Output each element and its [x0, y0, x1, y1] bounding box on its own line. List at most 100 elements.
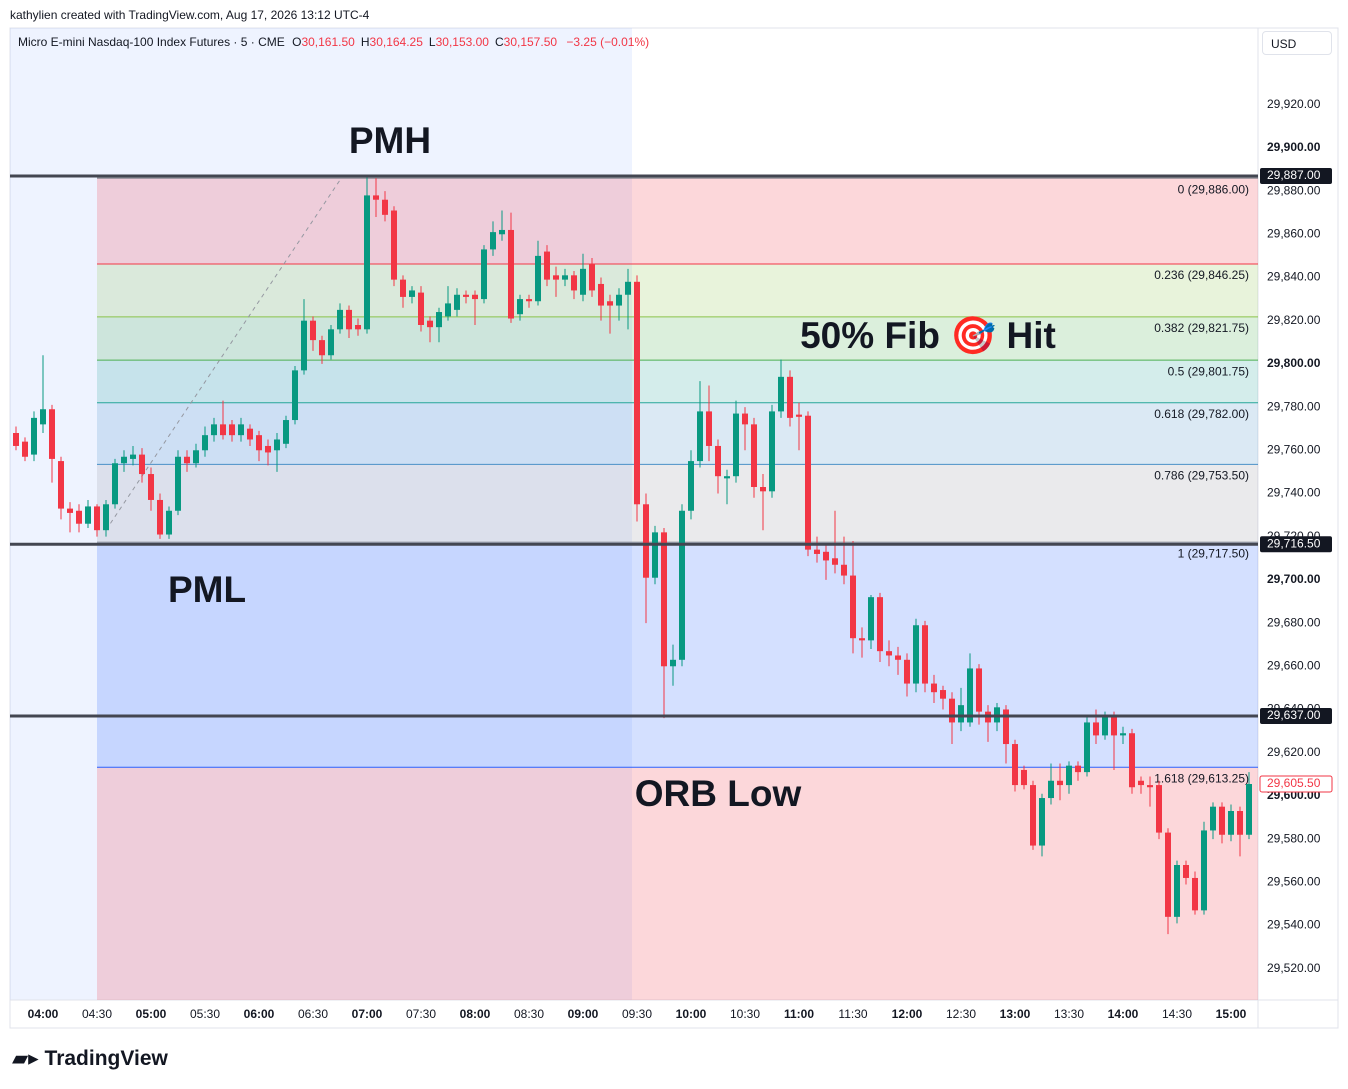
level-label-box [1260, 167, 1332, 184]
candle-body [184, 456, 190, 464]
candle-body [1075, 765, 1081, 773]
level-label: 29,887.00 [1267, 168, 1321, 182]
fib-label: 0.618 (29,782.00) [1154, 407, 1249, 421]
fib-band [97, 402, 1258, 465]
x-tick-label: 10:30 [730, 1007, 760, 1021]
candle-body [112, 463, 118, 505]
candle-body [85, 506, 91, 524]
candle-body [895, 655, 901, 660]
fib-trend-line [105, 179, 341, 531]
candle-body [1228, 811, 1234, 835]
candle-body [1147, 785, 1153, 788]
x-tick-label: 04:30 [82, 1007, 112, 1021]
candle-body [373, 195, 379, 200]
fib-label: 0.382 (29,821.75) [1154, 321, 1249, 335]
candle-body [832, 558, 838, 565]
candle-body [481, 249, 487, 300]
fib-band [97, 542, 1258, 768]
candle-body [571, 275, 577, 291]
plot: 29,520.00 29,540.00 29,560.00 29,580.00 29,6… [10, 97, 1333, 1021]
candle-body [904, 659, 910, 684]
x-tick-label: 14:30 [1162, 1007, 1192, 1021]
candle-body [877, 597, 883, 652]
candle-body [1111, 715, 1117, 736]
currency-button[interactable]: USD [1262, 31, 1332, 55]
candle-body [1210, 806, 1216, 831]
candle-body [1003, 709, 1009, 745]
y-tick-label: 29,900.00 [1267, 140, 1321, 154]
candle-body [814, 549, 820, 554]
candle-body [1066, 765, 1072, 786]
candle-body [1237, 811, 1243, 835]
candle-body [643, 504, 649, 578]
candle-body [499, 229, 505, 235]
candle-body [67, 508, 73, 513]
candle-body [508, 229, 514, 319]
level-label: 29,716.50 [1267, 536, 1321, 550]
last-price-box [1259, 775, 1333, 793]
candle-body [850, 575, 856, 639]
candle-body [922, 625, 928, 684]
candle-body [292, 370, 298, 421]
candle-body [886, 651, 892, 656]
candle-body [364, 195, 370, 330]
y-tick-label: 29,800.00 [1267, 356, 1321, 370]
ohlc-value: 30,157.50 [503, 35, 558, 49]
candle-body [913, 625, 919, 684]
candle-body [688, 461, 694, 511]
x-tick-label: 07:00 [352, 1007, 383, 1021]
ohlc-key: O [292, 35, 302, 49]
level-label-box [1260, 707, 1332, 724]
x-tick-label: 09:30 [622, 1007, 652, 1021]
fib-label: 0.786 (29,753.50) [1154, 468, 1249, 482]
candle-body [94, 506, 100, 531]
candle-body [1129, 733, 1135, 788]
candle-body [949, 698, 955, 723]
candle-body [931, 683, 937, 693]
candle-body [517, 299, 523, 315]
x-tick-label: 11:00 [784, 1007, 814, 1021]
candle-body [1048, 780, 1054, 799]
candle-body [1084, 722, 1090, 773]
candle-body [139, 454, 145, 475]
candle-body [598, 283, 604, 306]
legend: Micro E-mini Nasdaq-100 Index Futures · … [18, 35, 655, 49]
fib-label: 0.5 (29,801.75) [1168, 364, 1249, 378]
x-tick-label: 13:00 [1000, 1007, 1031, 1021]
candle-body [607, 301, 613, 306]
candle-body [1138, 780, 1144, 786]
candle-body [175, 456, 181, 511]
candle-body [490, 232, 496, 250]
candle-body [193, 450, 199, 464]
annotation: PML [168, 569, 246, 610]
candle-body [742, 413, 748, 425]
candle-body [715, 445, 721, 477]
candle-body [859, 638, 865, 641]
x-tick-label: 08:30 [514, 1007, 544, 1021]
candle-body [1219, 806, 1225, 835]
candle-body [661, 532, 667, 667]
candle-body [355, 325, 361, 330]
candle-body [301, 320, 307, 371]
fib-band [97, 767, 1258, 1000]
candle-body [382, 199, 388, 215]
candle-body [868, 597, 874, 641]
candle-body [760, 487, 766, 492]
candle-body [823, 551, 829, 561]
candle-body [751, 424, 757, 487]
x-tick-label: 09:00 [568, 1007, 599, 1021]
candle-body [634, 281, 640, 505]
candle-body [769, 411, 775, 492]
candle-body [202, 435, 208, 451]
candle-body [697, 411, 703, 462]
fib-band [97, 178, 1258, 264]
candle-body [220, 424, 226, 436]
candle-body [733, 413, 739, 477]
y-tick-label: 29,660.00 [1267, 658, 1321, 672]
y-tick-label: 29,540.00 [1267, 918, 1321, 932]
ohlc: O30,161.50 H30,164.25 L30,153.00 C30,157.50 [292, 35, 563, 49]
candle-body [274, 439, 280, 451]
fib-label: 0.236 (29,846.25) [1154, 268, 1249, 282]
candle-body [13, 433, 19, 446]
candle-body [553, 275, 559, 280]
